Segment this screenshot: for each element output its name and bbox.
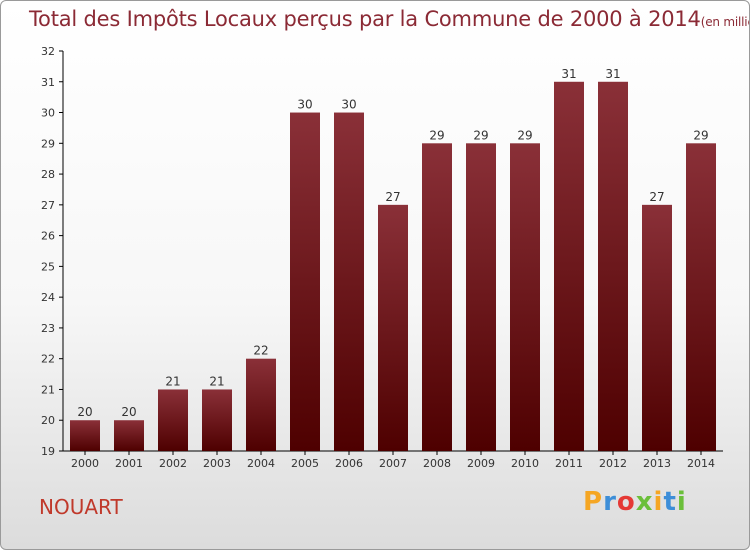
logo-letter: o — [616, 487, 636, 517]
y-tick-label: 31 — [41, 76, 55, 89]
data-label: 20 — [121, 405, 136, 419]
bar — [202, 389, 232, 451]
x-tick-label: 2002 — [159, 457, 187, 470]
bar — [510, 143, 540, 452]
y-tick-label: 27 — [41, 199, 55, 212]
data-label: 31 — [561, 67, 576, 81]
y-tick-label: 29 — [41, 137, 55, 150]
bar — [290, 112, 320, 452]
x-tick-label: 2008 — [423, 457, 451, 470]
y-tick-label: 32 — [41, 45, 55, 58]
chart-title: Total des Impôts Locaux perçus par la Co… — [29, 7, 749, 31]
x-tick-label: 2000 — [71, 457, 99, 470]
bar — [642, 204, 672, 451]
y-tick-label: 30 — [41, 107, 55, 120]
bar — [114, 420, 144, 451]
x-tick-label: 2003 — [203, 457, 231, 470]
data-label: 21 — [209, 374, 224, 388]
logo-letter: x — [635, 487, 654, 517]
y-tick-label: 24 — [41, 291, 55, 304]
bar — [554, 81, 584, 452]
y-tick-label: 26 — [41, 230, 55, 243]
x-tick-label: 2009 — [467, 457, 495, 470]
bar — [334, 112, 364, 452]
bar — [378, 204, 408, 451]
data-label: 27 — [385, 190, 400, 204]
x-tick-label: 2014 — [687, 457, 715, 470]
y-tick-label: 28 — [41, 168, 55, 181]
data-label: 29 — [429, 128, 444, 142]
data-label: 29 — [693, 128, 708, 142]
bar — [70, 420, 100, 451]
y-tick-label: 23 — [41, 322, 55, 335]
logo-letter: P — [583, 487, 604, 517]
y-tick-label: 22 — [41, 353, 55, 366]
proxiti-logo[interactable]: Proxiti — [583, 487, 687, 517]
data-label: 30 — [341, 98, 356, 112]
x-tick-label: 2004 — [247, 457, 275, 470]
x-tick-label: 2005 — [291, 457, 319, 470]
bar — [422, 143, 452, 452]
data-label: 27 — [649, 190, 664, 204]
x-tick-label: 2001 — [115, 457, 143, 470]
x-tick-label: 2010 — [511, 457, 539, 470]
data-label: 29 — [473, 128, 488, 142]
chart-axes: 19 20 21 22 23 24 25 26 27 28 29 30 31 32 — [41, 45, 723, 458]
data-label: 22 — [253, 344, 268, 358]
logo-letter: t — [663, 487, 677, 517]
logo-letter: i — [653, 487, 664, 517]
chart-bars — [70, 81, 716, 452]
x-tick-label: 2013 — [643, 457, 671, 470]
y-tick-label: 20 — [41, 414, 55, 427]
x-tick-label: 2012 — [599, 457, 627, 470]
x-tick-label: 2011 — [555, 457, 583, 470]
bar — [598, 81, 628, 452]
y-tick-label: 25 — [41, 260, 55, 273]
x-tick-label: 2007 — [379, 457, 407, 470]
bar — [686, 143, 716, 452]
logo-letter: i — [676, 487, 687, 517]
logo-letter: r — [603, 487, 617, 517]
bar — [158, 389, 188, 451]
data-label: 20 — [77, 405, 92, 419]
chart-unit: (en milliers d'€) — [700, 15, 749, 29]
chart-labels: 2000 20 2001 20 2002 21 2003 21 2004 22 2005 30 2006… — [71, 67, 715, 470]
chart-title-text: Total des Impôts Locaux perçus par la Co… — [29, 7, 701, 31]
data-label: 30 — [297, 98, 312, 112]
bar — [466, 143, 496, 452]
y-tick-label: 19 — [41, 445, 55, 458]
x-tick-label: 2006 — [335, 457, 363, 470]
data-label: 21 — [165, 374, 180, 388]
y-tick-label: 21 — [41, 383, 55, 396]
data-label: 31 — [605, 67, 620, 81]
commune-name: NOUART — [39, 495, 123, 519]
bar — [246, 358, 276, 451]
data-label: 29 — [517, 128, 532, 142]
